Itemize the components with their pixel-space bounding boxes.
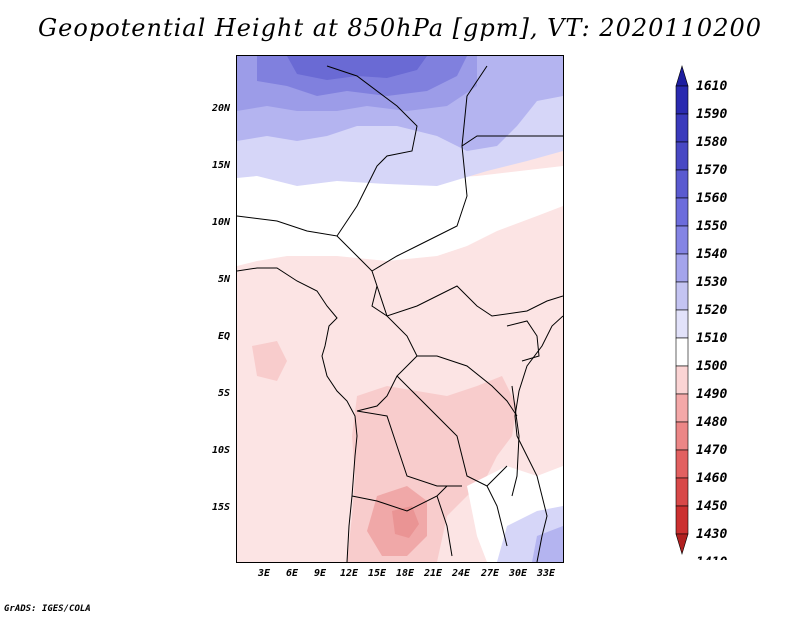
colorbar-swatch: [675, 85, 689, 115]
colorbar-label: 1430: [696, 527, 727, 542]
contour-1560: [287, 56, 427, 80]
colorbar-label: 1460: [696, 471, 727, 486]
contour-1470: [392, 506, 419, 538]
lon-label-27e: 27E: [480, 568, 500, 579]
colorbar-label: 1550: [696, 219, 727, 234]
colorbar-label: 1580: [696, 135, 727, 150]
lat-label-15n: 15N: [211, 160, 230, 171]
lon-label-3e: 3E: [257, 568, 271, 579]
colorbar-label: 1490: [696, 387, 727, 402]
lat-label-15s: 15S: [211, 502, 230, 513]
colorbar-swatch: [675, 477, 689, 507]
colorbar-label: 1480: [696, 415, 727, 430]
colorbar-swatch: [675, 337, 689, 367]
lon-label-12e: 12E: [339, 568, 359, 579]
colorbar-swatch: [675, 421, 689, 451]
colorbar-label: 1500: [696, 359, 727, 374]
lon-label-30e: 30E: [508, 568, 528, 579]
contour-1510: [237, 166, 563, 266]
lon-label-18e: 18E: [395, 568, 415, 579]
colorbar-swatch: [675, 393, 689, 423]
colorbar-top-arrow: [675, 64, 689, 87]
colorbar-label: 1450: [696, 499, 727, 514]
colorbar-swatch: [675, 365, 689, 395]
colorbar-swatch: [675, 197, 689, 227]
colorbar-label: 1590: [696, 107, 727, 122]
colorbar-label: 1530: [696, 275, 727, 290]
colorbar-graphic: 1610 1590 1580 1570 1560 1550 1540 1530 1520 1510…: [675, 64, 727, 570]
map-title: Geopotential Height at 850hPa [gpm], VT:…: [38, 14, 762, 42]
colorbar-swatch: [675, 141, 689, 171]
contour-1530-se: [532, 526, 563, 562]
contour-1490-west: [252, 341, 287, 381]
colorbar-swatch: [675, 449, 689, 479]
coastlines: [237, 65, 563, 562]
colorbar-label: 1510: [696, 331, 727, 346]
colorbar-swatch: [675, 309, 689, 339]
lon-label-6e: 6E: [285, 568, 299, 579]
lat-label-eq: EQ: [217, 331, 230, 342]
contour-1490-east: [477, 376, 517, 456]
colorbar-swatch: [675, 169, 689, 199]
colorbar-label: 1410: [696, 555, 727, 560]
colorbar-label: 1470: [696, 443, 727, 458]
colorbar: 1610 1590 1580 1570 1560 1550 1540 1530 1520 1510…: [650, 60, 800, 570]
lon-label-15e: 15E: [367, 568, 387, 579]
lon-label-33e: 33E: [536, 568, 556, 579]
lon-label-21e: 21E: [423, 568, 443, 579]
height-field: [237, 56, 563, 562]
colorbar-swatch: [675, 281, 689, 311]
colorbar-swatch: [675, 225, 689, 255]
colorbar-label: 1610: [696, 79, 727, 94]
colorbar-swatch: [675, 113, 689, 143]
lat-label-10n: 10N: [211, 217, 230, 228]
lat-label-5s: 5S: [217, 388, 230, 399]
colorbar-swatch: [675, 505, 689, 535]
colorbar-label: 1540: [696, 247, 727, 262]
lon-label-9e: 9E: [313, 568, 327, 579]
colorbar-label: 1560: [696, 191, 727, 206]
lat-label-5n: 5N: [217, 274, 230, 285]
colorbar-label: 1570: [696, 163, 727, 178]
credit-label: GrADS: IGES/COLA: [4, 604, 91, 614]
colorbar-label: 1520: [696, 303, 727, 318]
lon-label-24e: 24E: [451, 568, 471, 579]
colorbar-swatch: [675, 253, 689, 283]
map-panel[interactable]: [236, 55, 564, 563]
lat-label-20n: 20N: [211, 103, 230, 114]
colorbar-bottom-arrow: [675, 533, 689, 556]
lat-label-10s: 10S: [211, 445, 230, 456]
